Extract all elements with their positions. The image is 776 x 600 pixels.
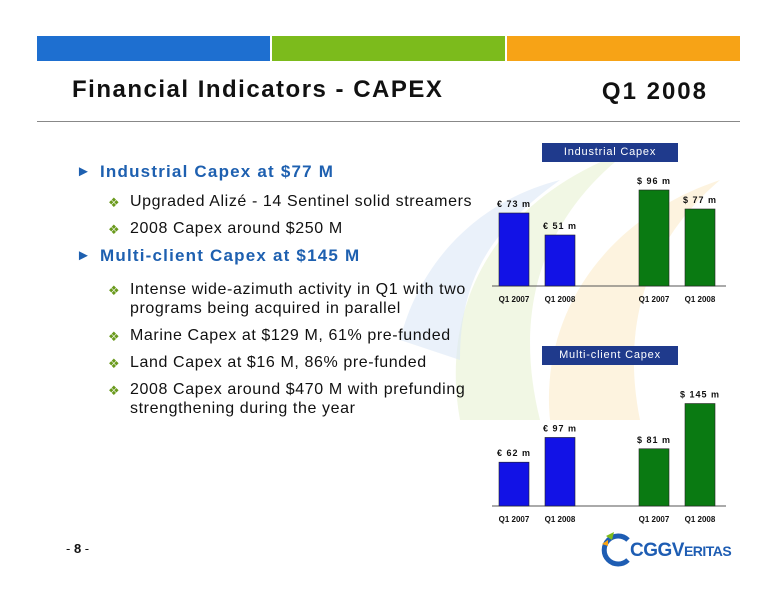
category-label: Q1 2008: [545, 515, 576, 524]
header-strip-blue: [37, 36, 270, 61]
category-label: Q1 2007: [639, 295, 670, 304]
diamond-bullet-icon: ❖: [108, 329, 121, 344]
logo-wordmark: CGGVERITAS: [630, 540, 732, 561]
page-title: Financial Indicators - CAPEX: [72, 76, 444, 103]
category-label: Q1 2007: [499, 295, 530, 304]
header-strip-green: [272, 36, 505, 61]
bar-value-label: $ 96 m: [637, 176, 671, 186]
bar-value-label: € 51 m: [543, 221, 577, 231]
bar-value-label: € 62 m: [497, 448, 531, 458]
bar-value-label: $ 77 m: [683, 195, 717, 205]
diamond-bullet-icon: ❖: [108, 222, 121, 237]
bullet-heading-multiclient: ► Multi-client Capex at $145 M: [76, 246, 361, 265]
bar-value-label: € 73 m: [497, 199, 531, 209]
bullet-heading-industrial: ► Industrial Capex at $77 M: [76, 162, 335, 181]
bullet-item: ❖ 2008 Capex around $470 M with prefundi…: [108, 381, 466, 417]
chart-bar: [638, 189, 670, 287]
arrow-bullet-icon: ►: [76, 163, 93, 180]
category-label: Q1 2008: [685, 295, 716, 304]
category-label: Q1 2007: [499, 515, 530, 524]
category-label: Q1 2008: [545, 295, 576, 304]
bar-value-label: $ 145 m: [680, 390, 720, 400]
bar-value-label: € 97 m: [543, 423, 577, 433]
chart-bar: [498, 461, 530, 507]
bullet-item: ❖ 2008 Capex around $250 M: [108, 220, 343, 237]
diamond-bullet-icon: ❖: [108, 356, 121, 371]
chart-bar: [684, 403, 716, 507]
chart-bar: [544, 234, 576, 287]
bullet-item: ❖ Intense wide-azimuth activity in Q1 wi…: [108, 281, 466, 317]
industrial-capex-chart: Industrial Capex € 73 m Q1 2007 € 51 m Q1 2…: [490, 143, 730, 313]
chart-bar: [498, 212, 530, 287]
company-logo: CGGVERITAS: [600, 532, 740, 568]
header-strip-orange: [507, 36, 740, 61]
category-label: Q1 2008: [685, 515, 716, 524]
logo-mark-icon: [601, 532, 630, 567]
diamond-bullet-icon: ❖: [108, 383, 121, 398]
chart-bar: [684, 208, 716, 287]
quarter-label: Q1 2008: [601, 78, 708, 105]
chart-title: Industrial Capex: [542, 143, 678, 162]
multiclient-capex-plot: € 62 m Q1 2007 € 97 m Q1 2008 $ 81 m Q1 2007 $…: [492, 390, 726, 524]
chart-title: Multi-client Capex: [542, 346, 678, 365]
diamond-bullet-icon: ❖: [108, 195, 121, 210]
title-divider: [37, 121, 740, 122]
bullet-item: ❖ Marine Capex at $129 M, 61% pre-funded: [108, 327, 451, 344]
bar-value-label: $ 81 m: [637, 435, 671, 445]
page-number: - 8 -: [66, 541, 90, 556]
diamond-bullet-icon: ❖: [108, 283, 121, 298]
bullet-list: ► Industrial Capex at $77 M ❖ Upgraded A…: [76, 162, 506, 426]
bullet-item: ❖ Land Capex at $16 M, 86% pre-funded: [108, 354, 427, 371]
category-label: Q1 2007: [639, 515, 670, 524]
bullet-item: ❖ Upgraded Alizé - 14 Sentinel solid str…: [108, 193, 473, 210]
chart-bar: [544, 437, 576, 507]
chart-bar: [638, 448, 670, 507]
industrial-capex-plot: € 73 m Q1 2007 € 51 m Q1 2008 $ 96 m Q1 2007 $…: [492, 176, 726, 304]
multiclient-capex-chart: Multi-client Capex € 62 m Q1 2007 € 97 m Q1…: [490, 346, 730, 526]
arrow-bullet-icon: ►: [76, 247, 93, 264]
